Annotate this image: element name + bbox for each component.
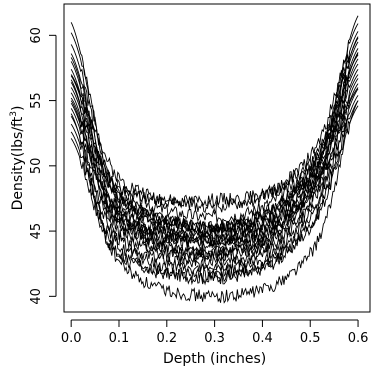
density-series-line xyxy=(70,88,359,272)
axis-layer: 0.0 0.1 0.2 0.3 0.4 0.5 0.6 40 45 50 55 60 xyxy=(29,27,368,346)
x-tick-label: 0.0 xyxy=(61,331,82,346)
x-tick-label: 0.3 xyxy=(204,331,225,346)
density-series-line xyxy=(70,54,359,208)
x-axis-title: Depth (inches) xyxy=(163,351,266,367)
density-series-line xyxy=(70,95,359,277)
y-tick-label: 55 xyxy=(29,92,44,109)
density-series-line xyxy=(70,52,359,261)
y-axis-title-suffix: ) xyxy=(10,106,26,111)
density-series-line xyxy=(70,87,359,249)
density-series-line xyxy=(70,63,359,242)
x-tick-label: 0.2 xyxy=(156,331,177,346)
x-tick-label: 0.4 xyxy=(252,331,273,346)
y-tick-label: 60 xyxy=(29,27,44,44)
y-axis-title: Density(lbs/ft3) xyxy=(9,106,26,211)
x-tick-label: 0.1 xyxy=(109,331,130,346)
y-tick-label: 45 xyxy=(29,223,44,240)
y-tick-label: 40 xyxy=(29,288,44,305)
x-tick-label: 0.6 xyxy=(348,331,369,346)
y-axis-title-superscript: 3 xyxy=(9,111,19,117)
density-series-line xyxy=(70,105,359,286)
density-series-line xyxy=(70,83,359,267)
y-axis-title-main: Density(lbs/ft xyxy=(10,116,26,210)
density-series-line xyxy=(70,100,359,304)
density-series-line xyxy=(70,36,359,237)
y-tick-label: 50 xyxy=(29,158,44,175)
x-tick-label: 0.5 xyxy=(300,331,321,346)
plot-frame xyxy=(63,3,371,313)
series-layer xyxy=(70,15,359,304)
density-series-line xyxy=(70,100,359,283)
